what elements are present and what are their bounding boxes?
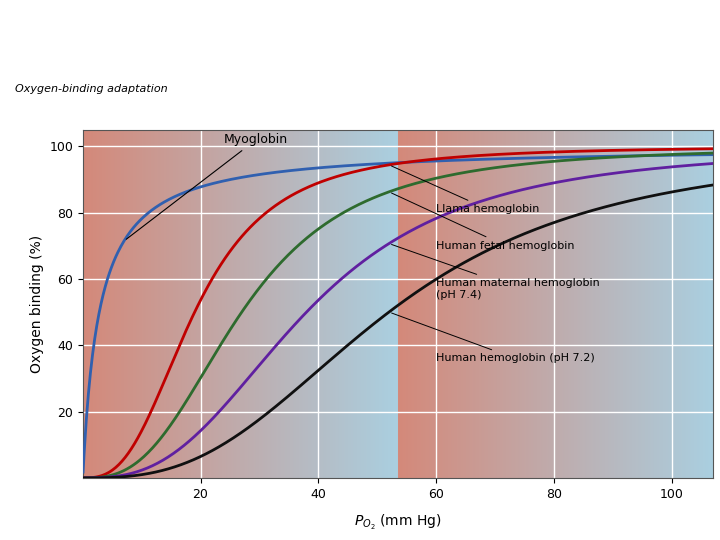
Text: Myoglobin: Myoglobin bbox=[126, 133, 288, 239]
Text: Oxygen-binding adaptation: Oxygen-binding adaptation bbox=[15, 84, 168, 94]
Y-axis label: Oxygen binding (%): Oxygen binding (%) bbox=[30, 235, 44, 373]
Text: Human maternal hemoglobin
(pH 7.4): Human maternal hemoglobin (pH 7.4) bbox=[392, 245, 600, 300]
Text: $P_{O_2}\ \mathrm{(mm\ Hg)}$: $P_{O_2}\ \mathrm{(mm\ Hg)}$ bbox=[354, 513, 442, 532]
Text: Respiratory System and Gas Exchange - How does blood transport respiratory gases: Respiratory System and Gas Exchange - Ho… bbox=[9, 44, 516, 57]
Text: Human hemoglobin (pH 7.2): Human hemoglobin (pH 7.2) bbox=[392, 313, 595, 363]
Text: Human fetal hemoglobin: Human fetal hemoglobin bbox=[392, 193, 575, 251]
Text: Llama hemoglobin: Llama hemoglobin bbox=[392, 166, 539, 214]
